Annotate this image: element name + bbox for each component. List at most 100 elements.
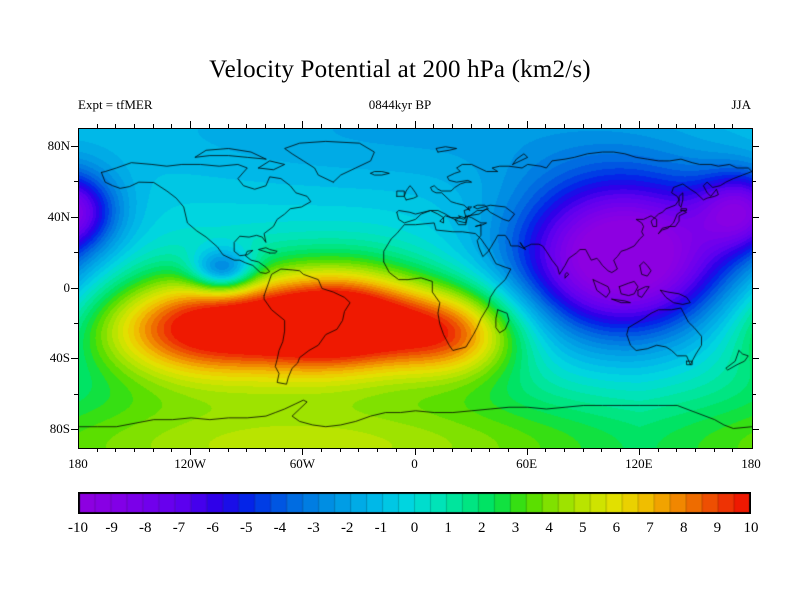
colorbar-tick-label: 8: [679, 520, 688, 536]
x-tick-bottom: [228, 448, 229, 452]
x-axis-label: 180: [68, 456, 88, 471]
y-axis-label: 40S: [49, 350, 70, 366]
x-tick-bottom: [97, 448, 98, 452]
x-axis-label: 120W: [174, 456, 207, 471]
y-tick-left: [74, 181, 78, 182]
colorbar-tick-label: -6: [206, 520, 219, 536]
x-tick-bottom: [340, 448, 341, 452]
y-tick-left: [74, 252, 78, 253]
colorbar-tick-label: 7: [646, 520, 654, 536]
x-tick-bottom: [433, 448, 434, 452]
x-axis-label: 60W: [289, 456, 315, 471]
x-tick-bottom: [527, 448, 528, 455]
colorbar-tick-label: -1: [374, 520, 388, 536]
x-tick-bottom: [153, 448, 154, 452]
y-axis-label: 80S: [49, 421, 70, 437]
x-tick-top: [508, 124, 509, 128]
colorbar-tick-label: -2: [340, 520, 354, 536]
x-tick-top: [209, 124, 210, 128]
colorbar-tick-label: 9: [713, 520, 722, 536]
x-tick-bottom: [115, 448, 116, 452]
x-tick-top: [452, 124, 453, 128]
y-tick-right: [752, 146, 759, 147]
x-tick-bottom: [134, 448, 135, 452]
colorbar-swatches: [78, 492, 751, 514]
x-tick-top: [433, 124, 434, 128]
x-tick-bottom: [190, 448, 191, 455]
season-label: JJA: [731, 97, 751, 112]
x-tick-top: [134, 124, 135, 128]
y-axis-label: 40N: [47, 208, 70, 224]
x-tick-top: [658, 124, 659, 128]
x-tick-bottom: [321, 448, 322, 452]
x-tick-bottom: [358, 448, 359, 452]
colorbar: [78, 492, 751, 514]
y-tick-left: [71, 146, 78, 147]
x-tick-bottom: [714, 448, 715, 452]
x-tick-bottom: [676, 448, 677, 452]
y-tick-left: [71, 358, 78, 359]
y-tick-right: [752, 252, 756, 253]
y-axis-label: 80N: [47, 137, 70, 153]
x-tick-top: [284, 124, 285, 128]
x-tick-top: [321, 124, 322, 128]
x-tick-bottom: [695, 448, 696, 452]
colorbar-tick-label: -7: [172, 520, 186, 536]
x-axis-label: 180: [741, 456, 761, 471]
colorbar-tick-label: -4: [273, 520, 287, 536]
y-tick-left: [71, 288, 78, 289]
x-tick-top: [676, 124, 677, 128]
x-tick-top: [471, 124, 472, 128]
colorbar-tick-label: 10: [743, 520, 759, 536]
x-axis-label: 0: [411, 456, 418, 471]
page-title: Velocity Potential at 200 hPa (km2/s): [209, 56, 591, 83]
colorbar-tick-label: -3: [307, 520, 320, 536]
figure-subtitle: 0844kyr BP: [368, 97, 432, 112]
x-tick-top: [732, 124, 733, 128]
x-tick-bottom: [265, 448, 266, 452]
y-tick-right: [752, 358, 759, 359]
x-tick-bottom: [284, 448, 285, 452]
x-tick-top: [415, 121, 416, 128]
x-tick-bottom: [732, 448, 733, 452]
map-plot-area: [78, 128, 753, 449]
experiment-label: Expt = tfMER: [78, 97, 153, 112]
x-tick-bottom: [583, 448, 584, 452]
x-tick-top: [246, 124, 247, 128]
colorbar-tick-label: 0: [410, 520, 419, 536]
x-tick-bottom: [489, 448, 490, 452]
colorbar-tick-label: -10: [68, 520, 88, 536]
x-tick-top: [377, 124, 378, 128]
x-tick-top: [190, 121, 191, 128]
x-tick-bottom: [508, 448, 509, 452]
x-tick-top: [358, 124, 359, 128]
x-tick-bottom: [620, 448, 621, 452]
x-tick-bottom: [545, 448, 546, 452]
colorbar-tick-label: 4: [545, 520, 553, 536]
x-tick-top: [97, 124, 98, 128]
x-tick-top: [527, 121, 528, 128]
colorbar-tick-label: -5: [240, 520, 253, 536]
x-axis-label: 120E: [625, 456, 653, 471]
x-tick-bottom: [564, 448, 565, 452]
coastline-overlay: [79, 129, 752, 448]
x-tick-bottom: [471, 448, 472, 452]
x-tick-top: [396, 124, 397, 128]
colorbar-tick-label: 1: [444, 520, 452, 536]
x-tick-top: [171, 124, 172, 128]
x-tick-bottom: [639, 448, 640, 455]
x-tick-top: [639, 121, 640, 128]
x-tick-bottom: [415, 448, 416, 455]
x-tick-top: [340, 124, 341, 128]
x-tick-bottom: [171, 448, 172, 452]
x-tick-top: [302, 121, 303, 128]
x-tick-bottom: [302, 448, 303, 455]
x-tick-top: [620, 124, 621, 128]
x-tick-top: [601, 124, 602, 128]
y-axis-label: 0: [63, 279, 71, 295]
x-tick-top: [583, 124, 584, 128]
y-tick-right: [752, 181, 756, 182]
y-tick-left: [71, 429, 78, 430]
y-tick-right: [752, 217, 759, 218]
x-tick-top: [153, 124, 154, 128]
